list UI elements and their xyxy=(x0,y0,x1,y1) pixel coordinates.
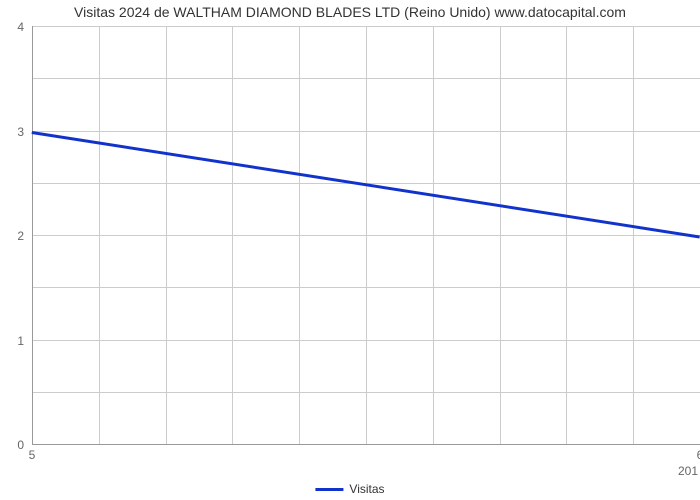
x-tick-label: 6 xyxy=(685,448,700,462)
x-axis-line xyxy=(32,444,700,445)
grid-line-vertical xyxy=(500,26,501,444)
chart-container: { "title": { "text": "Visitas 2024 de WA… xyxy=(0,0,700,500)
grid-line-vertical xyxy=(633,26,634,444)
grid-line-vertical xyxy=(566,26,567,444)
legend: Visitas xyxy=(315,482,384,496)
plot-area xyxy=(32,26,700,444)
y-axis-line xyxy=(32,26,33,444)
y-tick-label: 3 xyxy=(0,125,24,139)
grid-line-vertical xyxy=(433,26,434,444)
y-tick-label: 1 xyxy=(0,334,24,348)
grid-line-vertical xyxy=(232,26,233,444)
y-tick-label: 4 xyxy=(0,20,24,34)
footer-right-label: 201 xyxy=(678,464,698,478)
legend-label: Visitas xyxy=(349,482,384,496)
legend-swatch xyxy=(315,488,343,491)
x-tick-label: 5 xyxy=(17,448,47,462)
grid-line-vertical xyxy=(99,26,100,444)
y-tick-label: 2 xyxy=(0,229,24,243)
grid-line-vertical xyxy=(299,26,300,444)
grid-line-vertical xyxy=(366,26,367,444)
chart-title: Visitas 2024 de WALTHAM DIAMOND BLADES L… xyxy=(0,4,700,20)
grid-line-vertical xyxy=(166,26,167,444)
